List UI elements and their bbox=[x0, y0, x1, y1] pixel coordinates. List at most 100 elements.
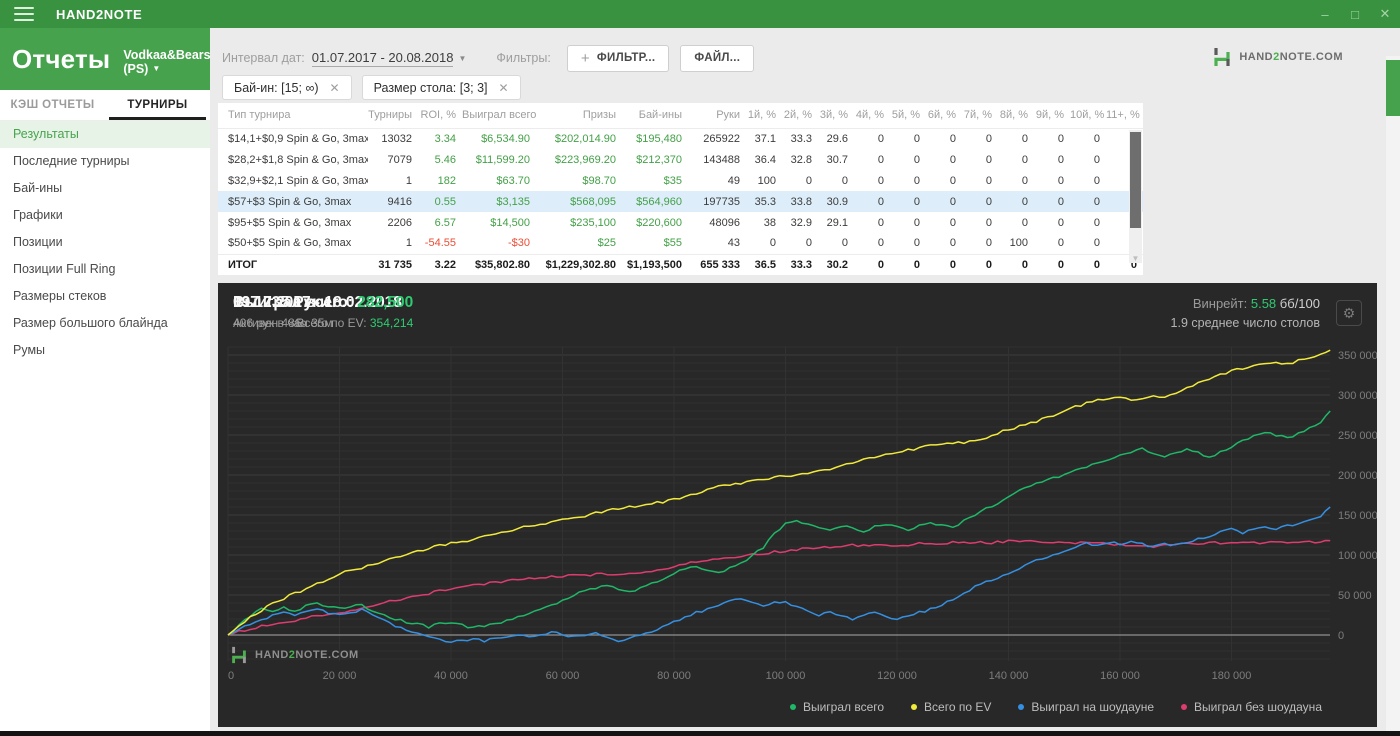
file-button[interactable]: ФАЙЛ... bbox=[680, 44, 755, 72]
column-header[interactable]: ROI, % bbox=[418, 103, 462, 129]
table-cell: 0 bbox=[998, 253, 1034, 275]
tab-кэш-отчеты[interactable]: КЭШ ОТЧЕТЫ bbox=[10, 99, 95, 111]
table-cell: 6.57 bbox=[434, 216, 456, 229]
table-cell: 0 bbox=[913, 216, 920, 229]
table-cell: $564,960 bbox=[622, 191, 688, 212]
add-filter-button[interactable]: + ФИЛЬТР... bbox=[566, 44, 670, 72]
hand2note-logo-icon bbox=[232, 646, 246, 664]
column-header[interactable]: 10й, % bbox=[1070, 103, 1106, 129]
sidebar-item[interactable]: Позиции bbox=[13, 235, 63, 249]
hamburger-menu-icon[interactable] bbox=[14, 7, 34, 21]
table-row[interactable]: $28,2+$1,8 Spin & Go, 3max 7079 5.46 $11,59… bbox=[218, 149, 1143, 170]
table-cell: $212,370 bbox=[636, 153, 682, 166]
chart-settings-button[interactable]: ⚙ bbox=[1336, 300, 1362, 326]
axis-tick-label: 80 000 bbox=[657, 670, 691, 682]
axis-tick-label: 250 000 bbox=[1338, 430, 1377, 442]
column-header[interactable]: Тип турнира bbox=[218, 103, 368, 129]
scroll-down-arrow-icon[interactable]: ▼ bbox=[1131, 254, 1140, 263]
table-cell: 100 bbox=[757, 174, 776, 187]
column-header[interactable]: 6й, % bbox=[926, 103, 962, 129]
column-header[interactable]: 5й, % bbox=[890, 103, 926, 129]
sidebar-item[interactable]: Бай-ины bbox=[13, 181, 63, 195]
close-icon[interactable]: ✕ bbox=[498, 80, 509, 95]
table-cell: 1 bbox=[405, 174, 412, 187]
legend-item[interactable]: Выиграл всего bbox=[789, 700, 884, 714]
table-row[interactable]: $14,1+$0,9 Spin & Go, 3max 13032 3.34 $6,53… bbox=[218, 128, 1143, 149]
axis-tick-label: 40 000 bbox=[434, 670, 468, 682]
page-scrollbar[interactable] bbox=[1386, 56, 1400, 731]
table-total-row[interactable]: ИТОГ 31 735 3.22 $35,802.80 $1,229,302.80 $1,… bbox=[218, 253, 1143, 275]
column-header[interactable]: 11+, % bbox=[1106, 103, 1143, 129]
table-cell: 0 bbox=[949, 174, 956, 187]
hand2note-logo-icon bbox=[1214, 48, 1230, 66]
column-header[interactable]: Призы bbox=[536, 103, 622, 129]
filter-chip-label: Бай-ин: [15; ∞) bbox=[234, 80, 319, 95]
table-row[interactable]: $57+$3 Spin & Go, 3max 9416 0.55 $3,135 $568… bbox=[218, 191, 1143, 212]
table-cell: $55 bbox=[663, 237, 682, 250]
column-header[interactable]: 3й, % bbox=[818, 103, 854, 129]
sidebar-item[interactable]: Графики bbox=[13, 208, 63, 222]
sidebar-item[interactable]: Размер большого блайнда bbox=[13, 316, 168, 330]
legend-item[interactable]: Выиграл на шоудауне bbox=[1018, 700, 1154, 714]
column-header[interactable]: 1й, % bbox=[746, 103, 782, 129]
sidebar-item[interactable]: Позиции Full Ring bbox=[13, 262, 116, 276]
table-cell: 0 bbox=[985, 153, 992, 166]
table-cell: $14,500 bbox=[490, 216, 530, 229]
sidebar-item[interactable]: Размеры стеков bbox=[13, 289, 107, 303]
table-row[interactable]: $32,9+$2,1 Spin & Go, 3max 1 182 $63.70 $98.… bbox=[218, 170, 1143, 191]
table-row[interactable]: $50+$5 Spin & Go, 3max 1 -54.55 -$30 $25 $55 4… bbox=[218, 233, 1143, 254]
table-cell: 7079 bbox=[387, 153, 412, 166]
table-cell: 0 bbox=[985, 216, 992, 229]
filter-chip[interactable]: Бай-ин: [15; ∞) ✕ bbox=[222, 75, 352, 100]
table-cell: 29.6 bbox=[826, 132, 848, 145]
profile-selector[interactable]: Vodkaa&Bears (PS) ▼ bbox=[123, 48, 211, 76]
table-cell: 0 bbox=[1070, 253, 1106, 275]
table-cell: $63.70 bbox=[496, 174, 530, 187]
column-header[interactable]: Руки bbox=[688, 103, 746, 129]
table-cell: $195,480 bbox=[636, 132, 682, 145]
sidebar-item[interactable]: Последние турниры bbox=[13, 154, 130, 168]
column-header[interactable]: 9й, % bbox=[1034, 103, 1070, 129]
column-header[interactable]: Бай-ины bbox=[622, 103, 688, 129]
filter-chip[interactable]: Размер стола: [3; 3] ✕ bbox=[361, 75, 521, 100]
filters-label: Фильтры: bbox=[496, 51, 551, 65]
legend-item[interactable]: Выиграл без шоудауна bbox=[1181, 700, 1322, 714]
table-cell: 0 bbox=[985, 237, 992, 250]
chart-watermark: HAND2NOTE.COM bbox=[230, 646, 359, 664]
column-header[interactable]: Выиграл всего bbox=[462, 103, 536, 129]
hand2note-logo-text: HAND2NOTE.COM bbox=[1239, 51, 1343, 63]
column-header[interactable]: Турниры bbox=[368, 103, 418, 129]
date-interval-value[interactable]: 01.07.2017 - 20.08.2018 bbox=[311, 49, 454, 67]
chart-hands-per-hour: 406 рук в час bbox=[233, 316, 307, 330]
maximize-button[interactable]: □ bbox=[1351, 6, 1359, 22]
chart-series-line bbox=[227, 349, 1331, 636]
chevron-down-icon: ▼ bbox=[152, 64, 161, 73]
table-scrollbar[interactable]: ▼ bbox=[1129, 130, 1142, 263]
tab-турниры[interactable]: ТУРНИРЫ bbox=[105, 90, 210, 120]
table-cell: $1,193,500 bbox=[622, 253, 688, 275]
chevron-down-icon[interactable]: ▼ bbox=[458, 53, 467, 63]
sidebar-item[interactable]: Результаты bbox=[0, 121, 210, 148]
table-cell: 197735 bbox=[688, 191, 746, 212]
table-scrollbar-thumb[interactable] bbox=[1130, 132, 1141, 228]
sidebar-header: Отчеты Vodkaa&Bears (PS) ▼ bbox=[0, 28, 211, 90]
table-cell: 30.7 bbox=[826, 153, 848, 166]
column-header[interactable]: 8й, % bbox=[998, 103, 1034, 129]
axis-tick-label: 160 000 bbox=[1100, 670, 1140, 682]
close-icon[interactable]: ✕ bbox=[329, 80, 340, 95]
axis-tick-label: 350 000 bbox=[1338, 350, 1377, 362]
table-cell: 38 bbox=[763, 216, 776, 229]
results-table-panel: Тип турнира Турниры ROI, % Выиграл всего При… bbox=[218, 103, 1143, 275]
sidebar-item[interactable]: Румы bbox=[13, 343, 46, 357]
table-row[interactable]: $95+$5 Spin & Go, 3max 2206 6.57 $14,500 $23… bbox=[218, 212, 1143, 233]
table-cell: 0 bbox=[877, 174, 884, 187]
column-header[interactable]: 2й, % bbox=[782, 103, 818, 129]
minimize-button[interactable]: – bbox=[1321, 6, 1329, 22]
axis-tick-label: 140 000 bbox=[989, 670, 1029, 682]
column-header[interactable]: 4й, % bbox=[854, 103, 890, 129]
close-button[interactable]: ✕ bbox=[1379, 6, 1391, 21]
axis-tick-label: 0 bbox=[1338, 630, 1344, 642]
page-scrollbar-thumb[interactable] bbox=[1386, 60, 1400, 116]
column-header[interactable]: 7й, % bbox=[962, 103, 998, 129]
legend-item[interactable]: Всего по EV bbox=[911, 700, 991, 714]
